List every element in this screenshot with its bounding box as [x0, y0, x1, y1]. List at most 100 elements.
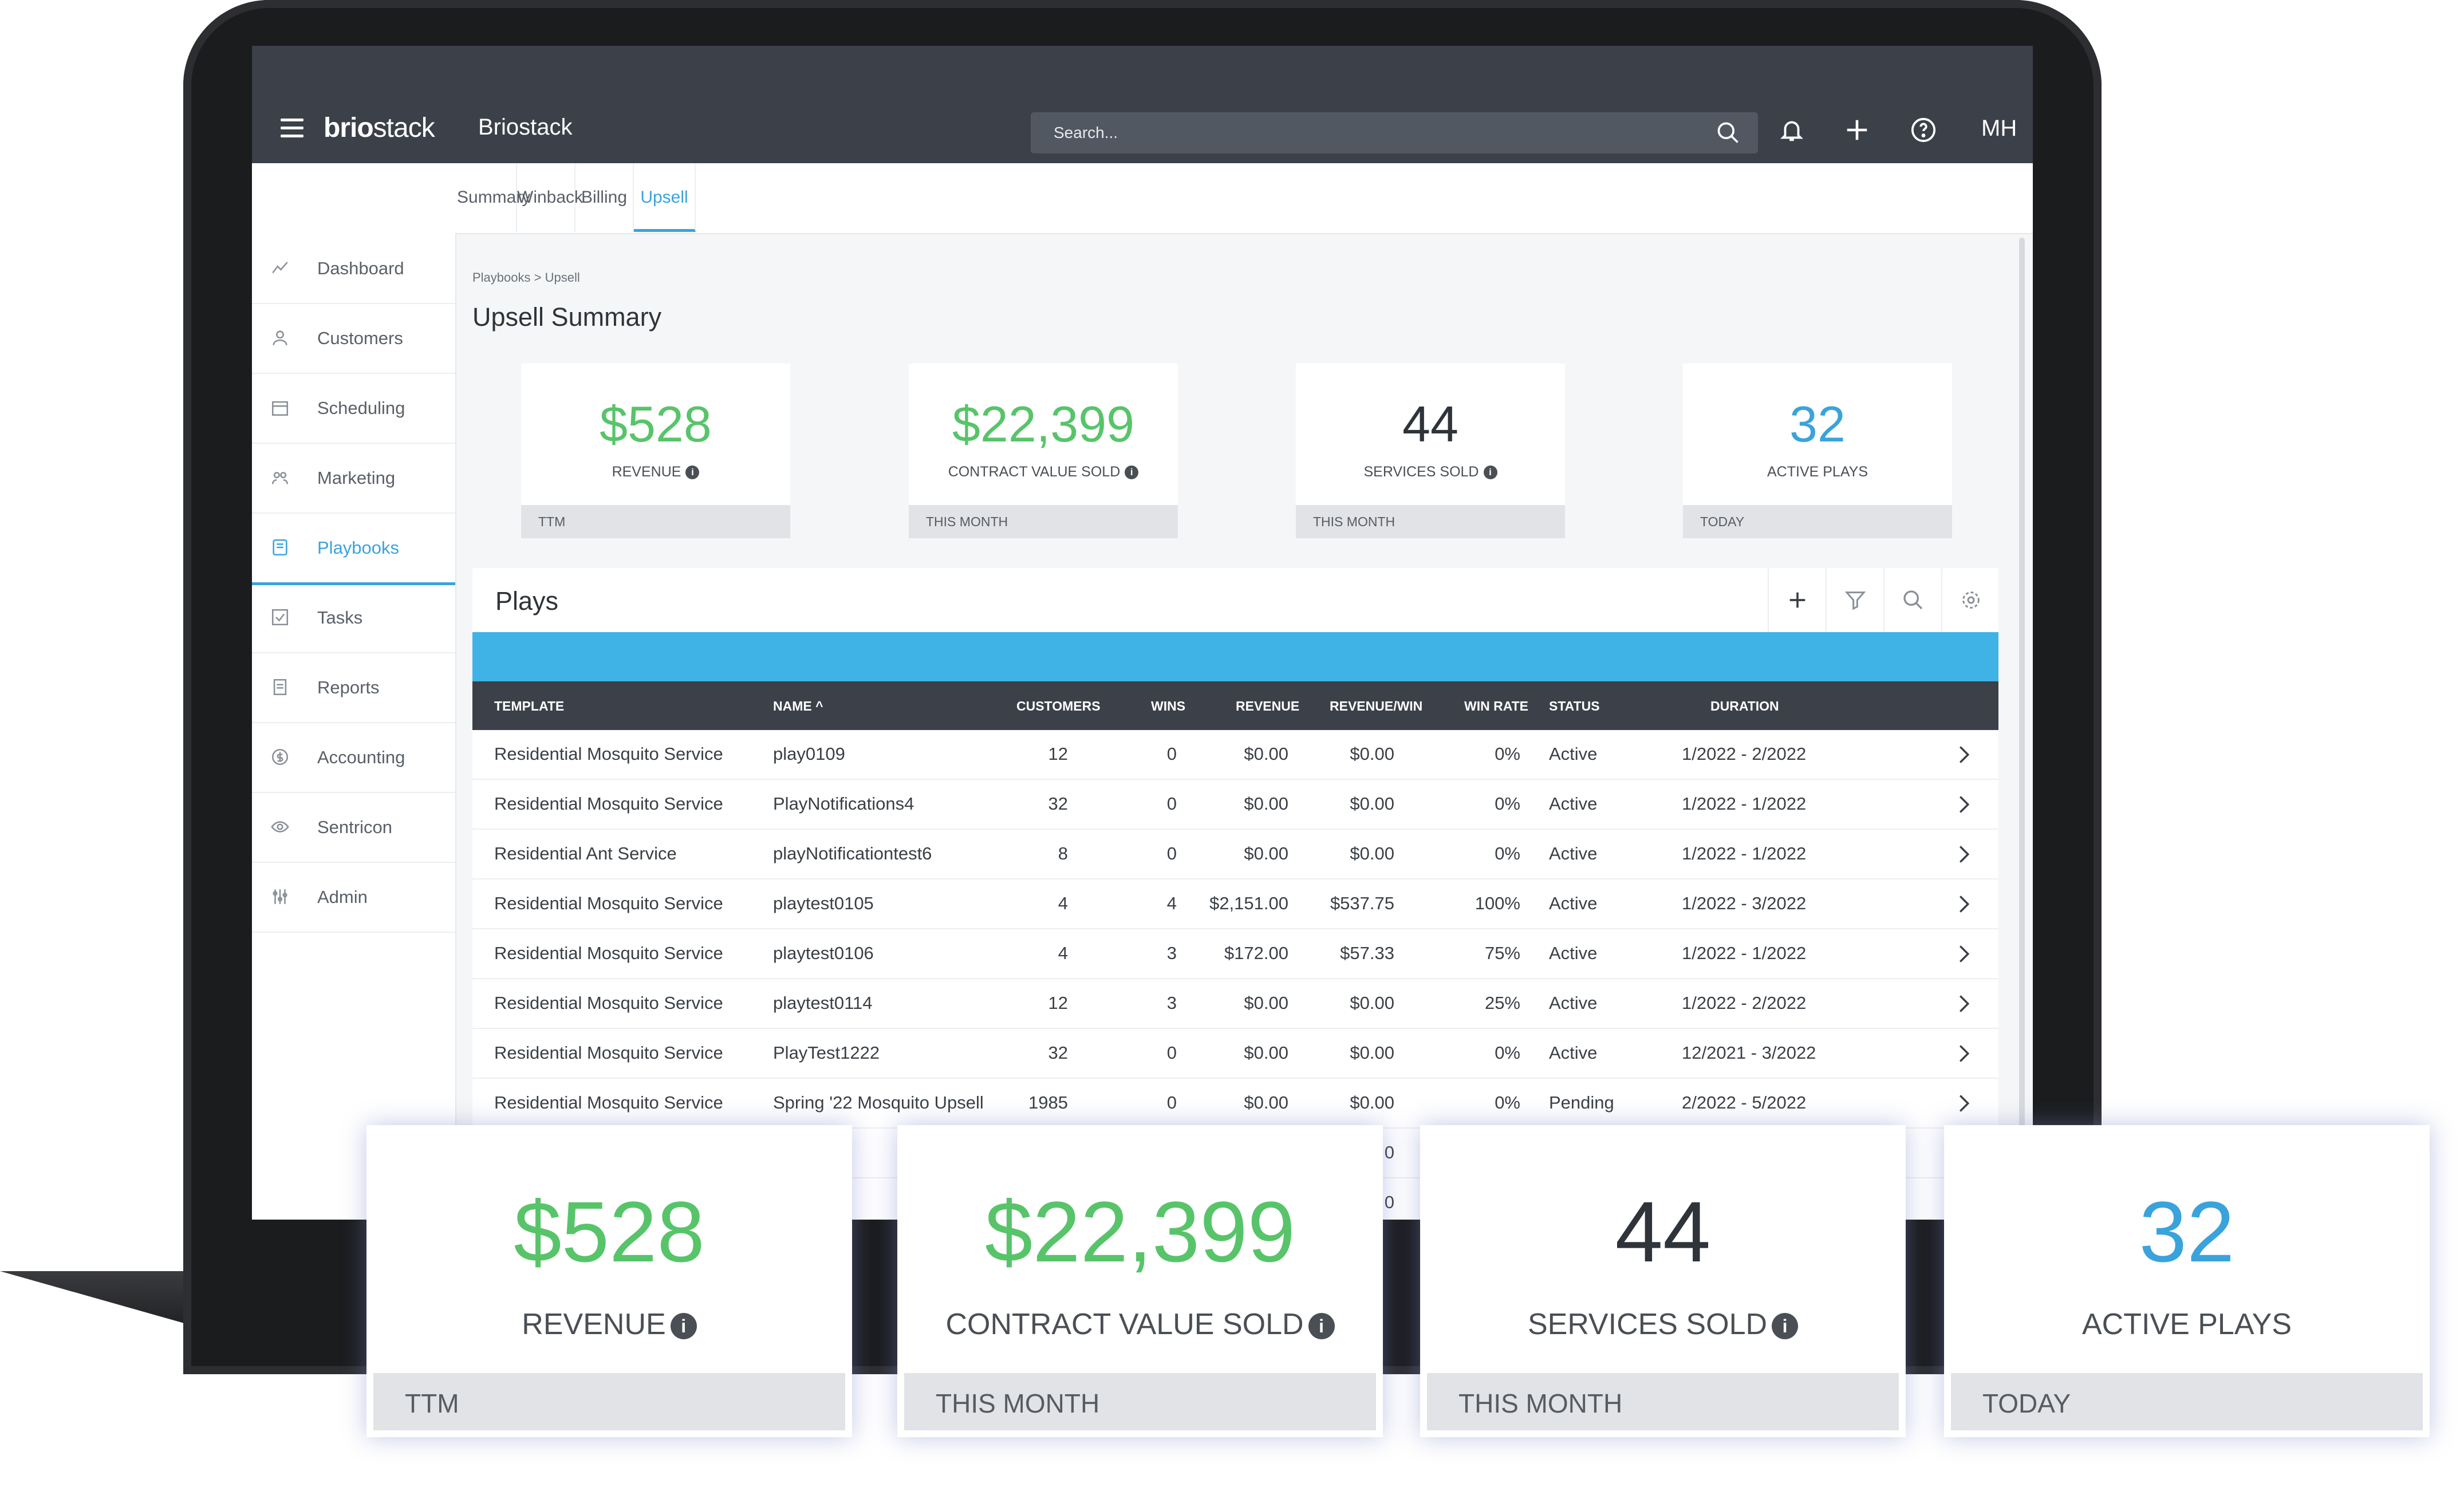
sidebar-item-tasks[interactable]: Tasks	[252, 582, 455, 653]
tab-summary[interactable]: Summary	[457, 163, 530, 232]
cell-customers: 4	[1058, 943, 1068, 963]
sidebar-item-label: Tasks	[317, 608, 363, 628]
chevron-right-icon[interactable]	[1956, 845, 1973, 864]
overlay-card-active-plays: 32 ACTIVE PLAYS TODAY	[1944, 1125, 2430, 1437]
sidebar-item-sentricon[interactable]: Sentricon	[252, 792, 455, 863]
sidebar-item-label: Scheduling	[317, 398, 405, 418]
chevron-right-icon[interactable]	[1956, 1044, 1973, 1063]
scrollbar[interactable]	[2019, 238, 2025, 1211]
col-wins[interactable]: WINS	[1151, 699, 1186, 713]
search-icon[interactable]	[1716, 120, 1741, 145]
sidebar-item-label: Marketing	[317, 468, 396, 488]
settings-button[interactable]	[1941, 568, 2000, 632]
cell-name: Spring '22 Mosquito Upsell	[773, 1092, 984, 1113]
menu-icon[interactable]	[281, 119, 303, 137]
chevron-right-icon[interactable]	[1956, 944, 1973, 964]
sidebar-item-label: Accounting	[317, 747, 405, 767]
table-row[interactable]: Residential Mosquito Service playtest0106…	[472, 929, 1998, 979]
filter-icon	[1844, 591, 1866, 610]
cell-template: Residential Mosquito Service	[494, 1092, 723, 1113]
chevron-right-icon[interactable]	[1956, 994, 1973, 1013]
cell-name: playNotificationtest6	[773, 843, 932, 863]
tab-winback[interactable]: Winback	[517, 163, 583, 232]
bell-icon[interactable]	[1779, 117, 1805, 143]
overlay-period: THIS MONTH	[936, 1389, 1100, 1418]
stat-label: SERVICES SOLD	[1363, 464, 1479, 480]
add-play-button[interactable]	[1768, 568, 1826, 632]
chevron-right-icon[interactable]	[1956, 1094, 1973, 1113]
sidebar-item-reports[interactable]: Reports	[252, 652, 455, 723]
search-box[interactable]	[1031, 112, 1758, 153]
overlay-footer: THIS MONTH	[1427, 1373, 1899, 1430]
cell-status: Pending	[1549, 1092, 1614, 1113]
table-row[interactable]: Residential Ant Service playNotificationt…	[472, 830, 1998, 879]
table-row[interactable]: Residential Mosquito Service playtest0114…	[472, 979, 1998, 1029]
stat-footer: TTM	[521, 505, 790, 538]
info-icon[interactable]: i	[670, 1313, 697, 1340]
sidebar-item-label: Reports	[317, 677, 380, 697]
tab-billing[interactable]: Billing	[575, 163, 634, 232]
search-plays-button[interactable]	[1883, 568, 1942, 632]
table-band	[472, 632, 1998, 681]
tab-upsell[interactable]: Upsell	[634, 163, 696, 232]
cell-revenue: $172.00	[1224, 943, 1288, 963]
cell-revenue-per-win: $0.00	[1350, 993, 1394, 1013]
user-initials-avatar[interactable]: MH	[1981, 116, 2017, 141]
breadcrumb-parent[interactable]: Playbooks	[472, 270, 531, 285]
cell-win-rate: 0%	[1495, 1043, 1520, 1063]
cell-revenue-per-win: $0.00	[1350, 1043, 1394, 1063]
chevron-right-icon[interactable]	[1956, 745, 1973, 764]
col-name[interactable]: NAME ^	[773, 699, 823, 714]
col-revenue-per-win[interactable]: REVENUE/WIN	[1330, 699, 1423, 713]
cell-revenue-per-win: $0.00	[1350, 843, 1394, 863]
brand-logo[interactable]: briostack	[324, 112, 435, 144]
sidebar-item-marketing[interactable]: Marketing	[252, 443, 455, 514]
info-icon[interactable]: i	[1483, 466, 1497, 480]
overlay-footer: THIS MONTH	[904, 1373, 1376, 1430]
info-icon[interactable]: i	[1308, 1313, 1335, 1340]
col-duration[interactable]: DURATION	[1710, 699, 1779, 713]
cell-wins: 0	[1166, 744, 1177, 764]
cell-template: Residential Mosquito Service	[494, 794, 723, 814]
tasks-icon	[271, 609, 289, 626]
col-win-rate[interactable]: WIN RATE	[1464, 699, 1529, 713]
col-customers[interactable]: CUSTOMERS	[1016, 699, 1101, 713]
chevron-right-icon[interactable]	[1956, 894, 1973, 914]
table-row[interactable]: Residential Mosquito Service Spring '22 M…	[472, 1079, 1998, 1129]
info-icon[interactable]: i	[685, 466, 700, 480]
sidebar-item-scheduling[interactable]: Scheduling	[252, 373, 455, 444]
sidebar-item-label: Dashboard	[317, 258, 404, 278]
cell-status: Active	[1549, 1043, 1598, 1063]
sidebar-item-playbooks[interactable]: Playbooks	[252, 512, 455, 585]
breadcrumb-separator: >	[534, 270, 542, 285]
col-template[interactable]: TEMPLATE	[494, 699, 565, 713]
sidebar-item-label: Admin	[317, 887, 368, 907]
cell-wins: 3	[1166, 993, 1177, 1013]
info-icon[interactable]: i	[1772, 1313, 1799, 1340]
table-row[interactable]: Residential Mosquito Service PlayTest1222…	[472, 1029, 1998, 1079]
col-revenue[interactable]: REVENUE	[1236, 699, 1300, 713]
filter-button[interactable]	[1826, 568, 1884, 632]
brand-bold: brio	[324, 113, 374, 143]
table-row[interactable]: Residential Mosquito Service play0109 12 0 $…	[472, 730, 1998, 780]
sidebar-item-customers[interactable]: Customers	[252, 303, 455, 374]
cell-duration: 1/2022 - 1/2022	[1682, 794, 1807, 814]
table-row[interactable]: Residential Mosquito Service playtest0105…	[472, 879, 1998, 929]
marketing-icon	[271, 472, 289, 484]
overlay-period: TTM	[405, 1389, 459, 1418]
table-row[interactable]: Residential Mosquito Service PlayNotifica…	[472, 780, 1998, 830]
overlay-period: TODAY	[1982, 1389, 2071, 1418]
chevron-right-icon[interactable]	[1956, 795, 1973, 814]
info-icon[interactable]: i	[1125, 466, 1139, 480]
plus-icon[interactable]	[1844, 117, 1870, 143]
overlay-label: REVENUE	[522, 1308, 666, 1341]
overlay-label: ACTIVE PLAYS	[2081, 1308, 2292, 1341]
sidebar-item-accounting[interactable]: Accounting	[252, 722, 455, 793]
col-status[interactable]: STATUS	[1549, 699, 1600, 713]
breadcrumb: Playbooks > Upsell	[472, 270, 580, 285]
sidebar-item-dashboard[interactable]: Dashboard	[252, 233, 455, 304]
search-input[interactable]	[1052, 120, 1685, 145]
sort-ascending-icon: ^	[815, 699, 823, 713]
sidebar-item-admin[interactable]: Admin	[252, 862, 455, 933]
help-icon[interactable]	[1910, 117, 1937, 143]
